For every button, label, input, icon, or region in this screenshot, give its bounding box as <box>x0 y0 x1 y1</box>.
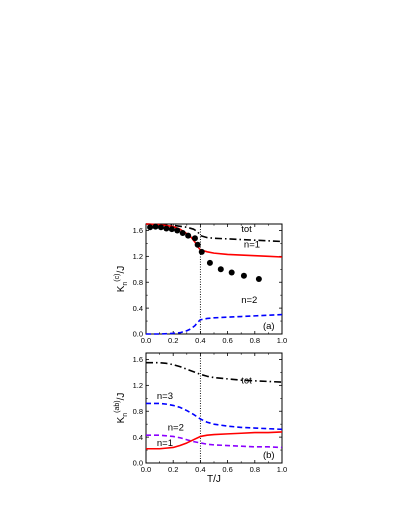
x-tick-label: 1.0 <box>277 465 287 474</box>
y-axis-label-sup: (ab) <box>114 400 121 412</box>
series-line-n-1 <box>146 431 283 450</box>
curve-label: n=2 <box>168 423 184 434</box>
x-tick-label: 0.6 <box>222 465 232 474</box>
data-point <box>185 232 192 239</box>
curve-label: n=2 <box>241 295 257 306</box>
y-tick-label: 1.6 <box>133 355 143 364</box>
y-tick-label: 0.4 <box>133 304 143 313</box>
data-point <box>174 227 181 234</box>
data-point <box>228 269 235 276</box>
data-point <box>152 223 159 230</box>
x-tick-label: 0.4 <box>195 465 205 474</box>
x-tick-label: 0.0 <box>141 465 151 474</box>
y-axis-label-sub: n <box>122 413 129 417</box>
data-point <box>163 225 170 232</box>
y-tick-label: 0.0 <box>133 330 143 339</box>
y-tick-label: 0.8 <box>133 407 143 416</box>
data-point <box>191 235 198 242</box>
x-tick-label: 0.4 <box>195 336 205 345</box>
x-tick-label: 0.8 <box>250 336 260 345</box>
data-point <box>157 224 164 231</box>
panel-label: (b) <box>263 450 275 461</box>
series-line-tot <box>146 361 283 383</box>
panel-label: (a) <box>263 321 275 332</box>
curve-label: n=3 <box>157 391 173 402</box>
y-axis-label-main: K <box>116 285 127 292</box>
y-axis-label-sup: (c) <box>114 274 121 282</box>
y-axis-label-sub: n <box>122 282 129 286</box>
y-axis-label-main: K <box>116 416 127 423</box>
curve-label: tot <box>241 224 252 235</box>
series-line-n-2 <box>146 434 283 449</box>
x-tick-label: 0.0 <box>141 336 151 345</box>
x-tick-label: 0.8 <box>250 465 260 474</box>
y-tick-label: 0.4 <box>133 433 143 442</box>
x-axis-label: T/J <box>207 474 221 485</box>
curve-label: tot <box>241 375 252 386</box>
curve-label: n=1 <box>157 438 173 449</box>
data-point <box>255 276 262 282</box>
y-tick-label: 0.8 <box>133 278 143 287</box>
data-point <box>194 241 201 248</box>
y-tick-label: 1.2 <box>133 381 143 390</box>
data-point <box>206 259 213 266</box>
data-point <box>179 230 186 237</box>
y-axis-label: Kn(c)/J <box>114 266 129 293</box>
y-tick-label: 1.6 <box>133 226 143 235</box>
y-axis-label: Kn(ab)/J <box>114 393 129 424</box>
x-tick-label: 1.0 <box>277 336 287 345</box>
x-tick-label: 0.2 <box>168 465 178 474</box>
series-line-n-2 <box>146 313 283 335</box>
data-point <box>217 266 224 273</box>
panel-b: 0.0 0.2 0.4 0.6 0.8 1.0 0.0 0.4 0.8 1.2 1.6 tot n=3 n… <box>114 352 287 485</box>
data-point <box>168 226 175 233</box>
data-point <box>240 272 247 279</box>
panel-a: 0.0 0.2 0.4 0.6 0.8 1.0 0.0 0.4 0.8 1.2 1.6 tot n=1 n… <box>114 223 287 345</box>
y-tick-label: 1.2 <box>133 252 143 261</box>
x-tick-label: 0.6 <box>222 336 232 345</box>
series-line-tot <box>145 223 283 243</box>
curve-label: n=1 <box>244 239 260 250</box>
x-tick-label: 0.2 <box>168 336 178 345</box>
series-line-n-3 <box>146 402 283 431</box>
data-point <box>198 248 205 255</box>
y-tick-label: 0.0 <box>133 459 143 468</box>
y-axis-label-tail: /J <box>116 266 127 274</box>
y-axis-label-tail: /J <box>116 393 127 401</box>
data-point <box>147 224 154 231</box>
